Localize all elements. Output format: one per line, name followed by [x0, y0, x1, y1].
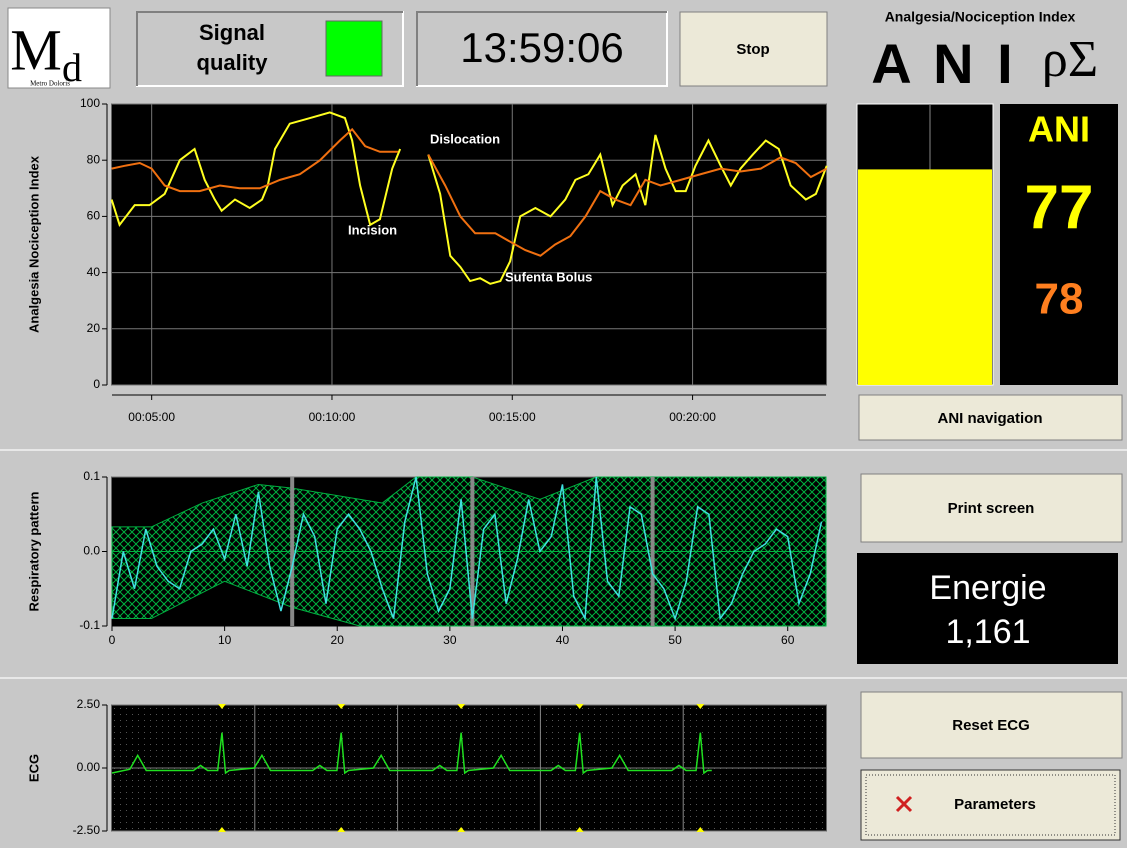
x-tick-label: 00:05:00: [128, 410, 175, 424]
r-peak-marker: [217, 827, 226, 832]
r-peak-marker: [696, 704, 705, 709]
tools-icon: [895, 795, 913, 813]
signal-indicator: [325, 20, 383, 77]
plot-area: [111, 103, 827, 386]
r-peak-marker: [575, 827, 584, 832]
y-tick-label: 40: [87, 265, 101, 279]
button-face[interactable]: [860, 473, 1123, 543]
series-line: [111, 127, 828, 257]
logo-d: d: [62, 45, 82, 90]
x-tick-label: 10: [218, 633, 232, 647]
button-label[interactable]: ANI navigation: [937, 410, 1042, 427]
r-peak-marker: [217, 704, 226, 709]
x-tick-label: 20: [331, 633, 345, 647]
ani-navigation-button[interactable]: ANI navigation: [858, 394, 1123, 441]
y-tick-label: 0: [93, 377, 100, 391]
reset-ecg-button[interactable]: Reset ECG: [860, 691, 1123, 759]
annotation: Dislocation: [430, 131, 500, 146]
x-tick-label: 50: [668, 633, 682, 647]
energie-box: [857, 553, 1118, 664]
print-screen-button[interactable]: Print screen: [860, 473, 1123, 543]
focus-ring: [865, 774, 1116, 836]
button-label[interactable]: Print screen: [948, 500, 1035, 517]
ani-value-box: [1000, 104, 1118, 385]
y-tick-label: 0.1: [83, 469, 100, 483]
y-tick-label: -2.50: [73, 823, 101, 837]
logo-box: [7, 7, 111, 89]
ani-mean: 78: [1035, 275, 1084, 324]
r-peak-marker: [575, 704, 584, 709]
y-tick-label: 0.0: [83, 544, 100, 558]
y-axis-title: Respiratory pattern: [26, 491, 41, 611]
button-face[interactable]: [858, 394, 1123, 441]
clock-box-edge: [416, 11, 667, 86]
r-peak-marker: [337, 704, 346, 709]
x-tick-label: 30: [443, 633, 457, 647]
stop-button[interactable]: Stop: [679, 11, 828, 87]
x-tick-label: 00:15:00: [489, 410, 536, 424]
button-label[interactable]: Reset ECG: [952, 717, 1030, 734]
annotation: Incision: [348, 222, 397, 237]
energie-value: 1,161: [945, 613, 1030, 651]
signal-box-edge: [136, 11, 403, 86]
y-tick-label: 2.50: [77, 697, 101, 711]
ani-big: A N I: [871, 32, 1016, 95]
y-tick-label: 100: [80, 96, 100, 110]
button-label[interactable]: Stop: [736, 41, 769, 58]
ani-symbol: ρΣ: [1042, 31, 1098, 88]
x-tick-label: 00:10:00: [309, 410, 356, 424]
button-face[interactable]: [679, 11, 828, 87]
ani-title: Analgesia/Nociception Index: [885, 9, 1076, 25]
y-tick-label: 60: [87, 209, 101, 223]
x-tick-label: 0: [109, 633, 116, 647]
signal-label: Signal: [199, 20, 265, 45]
series-line: [111, 476, 823, 622]
button-face[interactable]: [860, 691, 1123, 759]
ani-instant: 77: [1025, 173, 1094, 242]
y-tick-label: -0.1: [79, 618, 100, 632]
ani-label: ANI: [1028, 109, 1090, 150]
x-tick-label: 60: [781, 633, 795, 647]
y-tick-label: 0.00: [77, 760, 101, 774]
x-tick-label: 40: [556, 633, 570, 647]
parameters-button[interactable]: Parameters: [860, 769, 1121, 841]
x-tick-label: 00:20:00: [669, 410, 716, 424]
ani-bar: [858, 169, 992, 385]
series-line: [110, 111, 828, 285]
signal-label: quality: [197, 50, 269, 75]
r-peak-marker: [696, 827, 705, 832]
r-peak-marker: [337, 827, 346, 832]
series-line: [111, 732, 712, 775]
energie-label: Energie: [929, 569, 1046, 607]
clock: 13:59:06: [460, 24, 624, 71]
annotation: Sufenta Bolus: [505, 269, 592, 284]
r-peak-marker: [457, 704, 466, 709]
r-peak-marker: [457, 827, 466, 832]
button-label[interactable]: Parameters: [954, 796, 1036, 813]
y-tick-label: 80: [87, 152, 101, 166]
logo-m: M: [10, 17, 62, 82]
y-axis-title: Analgesia Nociception Index: [26, 155, 41, 333]
y-axis-title: ECG: [26, 754, 41, 782]
y-tick-label: 20: [87, 321, 101, 335]
logo-name: Metro Doloris: [30, 80, 70, 88]
